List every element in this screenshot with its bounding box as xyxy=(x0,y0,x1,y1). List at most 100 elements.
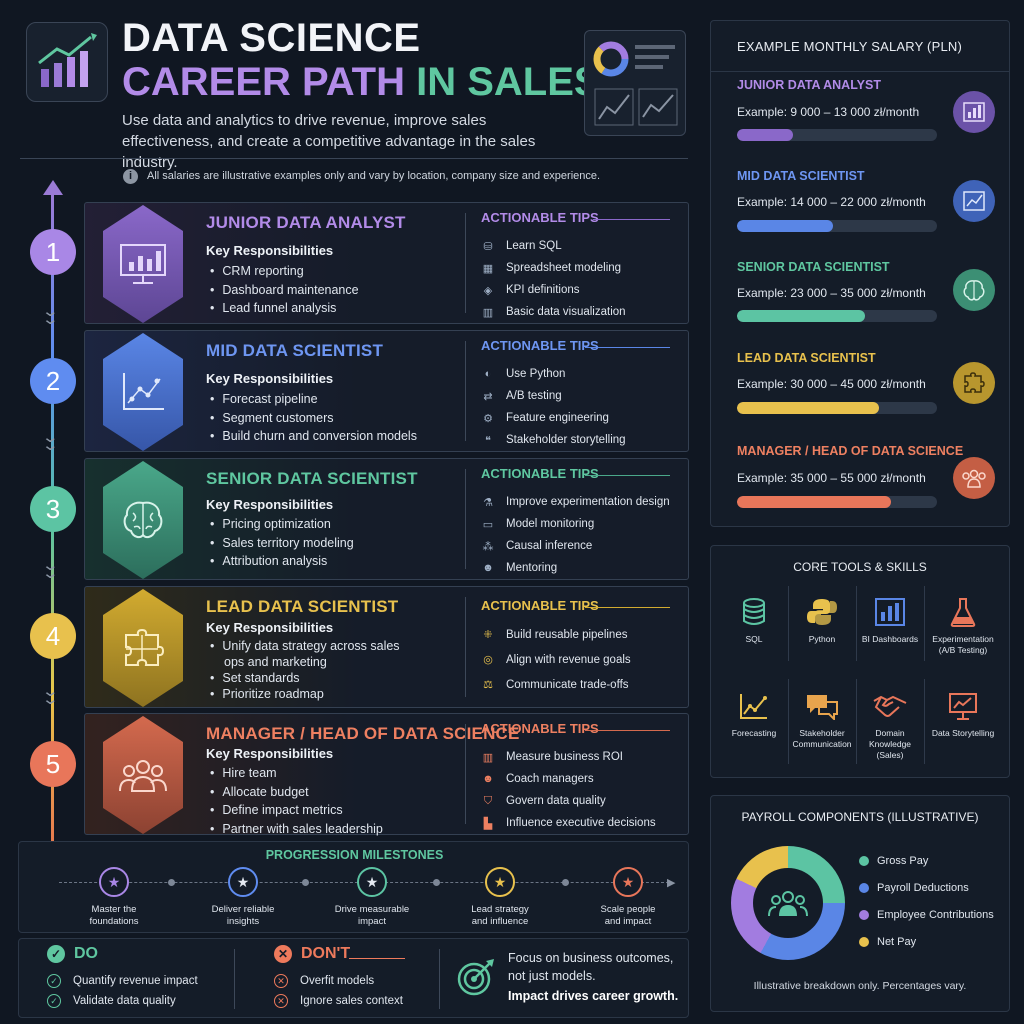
pipeline-icon: ⁜ xyxy=(483,629,493,641)
x-icon: ✕ xyxy=(274,994,288,1008)
stage-title: SENIOR DATA SCIENTIST xyxy=(206,469,418,488)
milestone-dot xyxy=(302,879,309,886)
responsibility-item: Lead funnel analysis xyxy=(210,299,359,318)
legend-swatch xyxy=(859,856,869,866)
tip-item: ▙ Influence executive decisions xyxy=(481,812,656,834)
legend-swatch xyxy=(859,910,869,920)
chevron-down-icon: ⌄ ⌄ xyxy=(41,429,60,454)
tip-item: ▥ Basic data visualization xyxy=(481,301,626,323)
actionable-tips-heading: ACTIONABLE TIPS xyxy=(481,466,599,481)
check-icon: ✓ xyxy=(47,994,61,1008)
scatter-chart-icon xyxy=(103,333,183,451)
stage-title: JUNIOR DATA ANALYST xyxy=(206,213,406,232)
milestone-label: Lead strategy and influence xyxy=(471,904,529,927)
divider xyxy=(234,949,235,1009)
salary-bar xyxy=(737,220,937,232)
tool-forecasting: Forecasting xyxy=(721,688,787,739)
chevron-down-icon: ⌄ ⌄ xyxy=(41,683,60,708)
milestone-dot xyxy=(433,879,440,886)
responsibility-item: Unify data strategy across sales ops and… xyxy=(210,638,400,670)
presentation-icon xyxy=(927,688,999,724)
tip-item: ◎ Align with revenue goals xyxy=(481,647,630,672)
puzzle-icon xyxy=(103,589,183,707)
tip-item: ⛉ Govern data quality xyxy=(481,790,656,812)
milestone-dot xyxy=(168,879,175,886)
grid-divider xyxy=(788,586,789,661)
title-career-path: CAREER PATH xyxy=(122,60,405,104)
logo-chart-icon xyxy=(26,22,108,102)
dashboard-illustration-icon xyxy=(584,30,686,136)
key-responsibilities-label: Key Responsibilities xyxy=(206,497,334,512)
responsibility-item: Allocate budget xyxy=(210,783,383,802)
legend-item: Payroll Deductions xyxy=(859,882,969,894)
tips-list: ⚗ Improve experimentation design ▭ Model m… xyxy=(481,491,670,579)
tip-label: Stakeholder storytelling xyxy=(506,434,626,446)
responsibilities-list: Pricing optimization Sales territory mod… xyxy=(210,515,353,571)
salary-title: EXAMPLE MONTHLY SALARY (PLN) xyxy=(737,39,962,54)
grid-divider xyxy=(924,586,925,661)
legend-item: Net Pay xyxy=(859,936,916,948)
network-icon: ⁂ xyxy=(482,540,494,553)
salary-role: MANAGER / HEAD OF DATA SCIENCE xyxy=(737,444,964,458)
responsibility-item: Partner with sales leadership xyxy=(210,820,383,839)
tip-item: ⚖ Communicate trade-offs xyxy=(481,672,631,697)
grid-divider xyxy=(924,679,925,764)
team-icon xyxy=(753,868,823,938)
brain-icon xyxy=(953,269,995,311)
dont-item: ✕ Overfit models xyxy=(274,974,374,988)
stage-number: 4 xyxy=(30,613,76,659)
salary-role: LEAD DATA SCIENTIST xyxy=(737,351,876,365)
tip-item: ▦ Spreadsheet modeling xyxy=(481,257,626,279)
salary-disclaimer: All salaries are illustrative examples o… xyxy=(147,170,601,182)
stage-number: 3 xyxy=(30,486,76,532)
ab-test-icon: ⇄ xyxy=(483,390,493,403)
stage-card-manager-head: MANAGER / HEAD OF DATA SCIENCE Key Respo… xyxy=(84,713,689,838)
tip-label: Learn SQL xyxy=(506,240,562,252)
salary-value: Example: 30 000 – 45 000 zł/month xyxy=(737,377,926,391)
milestone-label: Master the foundations xyxy=(89,904,139,927)
legend-item: Gross Pay xyxy=(859,855,928,867)
responsibilities-list: Forecast pipeline Segment customers Buil… xyxy=(210,390,417,446)
dont-item: ✕ Ignore sales context xyxy=(274,994,403,1008)
tip-label: Mentoring xyxy=(506,562,558,574)
salary-value: Example: 14 000 – 22 000 zł/month xyxy=(737,195,926,209)
monitor-chart-icon xyxy=(103,205,183,323)
tips-list: ▥ Measure business ROI ☻ Coach managers ⛉ G… xyxy=(481,746,656,834)
star-icon: ★ xyxy=(485,867,515,897)
tool-python: Python xyxy=(789,594,855,645)
shield-icon: ⛉ xyxy=(483,794,493,807)
key-responsibilities-label: Key Responsibilities xyxy=(206,620,334,635)
people-icon: ☻ xyxy=(482,773,494,785)
tip-label: Build reusable pipelines xyxy=(506,628,628,641)
stage-number: 5 xyxy=(30,741,76,787)
divider xyxy=(439,949,440,1009)
salary-role: SENIOR DATA SCIENTIST xyxy=(737,260,890,274)
arrow-right-icon: ▶ xyxy=(667,877,676,889)
grid-divider xyxy=(856,586,857,661)
milestone-label: Drive measurable impact xyxy=(334,904,410,927)
tool-bi-dashboards: BI Dashboards xyxy=(857,594,923,645)
payroll-note: Illustrative breakdown only. Percentages… xyxy=(753,980,967,992)
python-icon: ◐ xyxy=(484,368,492,380)
timeline-arrow-up-icon xyxy=(43,180,63,195)
tip-label: KPI definitions xyxy=(506,284,580,296)
tip-label: Communicate trade-offs xyxy=(506,678,629,691)
tip-item: ☻ Coach managers xyxy=(481,768,656,790)
salary-bar-fill xyxy=(737,310,865,322)
responsibilities-list: Hire team Allocate budget Define impact … xyxy=(210,764,383,838)
actionable-tips-heading: ACTIONABLE TIPS xyxy=(481,721,599,736)
payroll-title: PAYROLL COMPONENTS (ILLUSTRATIVE) xyxy=(741,810,979,824)
responsibility-item: Prioritize roadmap xyxy=(210,686,400,702)
stage-title: MANAGER / HEAD OF DATA SCIENCE xyxy=(206,724,520,743)
brain-icon xyxy=(103,461,183,579)
chevron-down-icon: ⌄ ⌄ xyxy=(41,303,60,328)
tip-item: ⚗ Improve experimentation design xyxy=(481,491,670,513)
tool-experimentation: Experimentation (A/B Testing) xyxy=(927,594,999,656)
tip-label: Model monitoring xyxy=(506,518,595,530)
python-icon xyxy=(789,594,855,630)
tip-label: Govern data quality xyxy=(506,795,606,807)
tip-label: Basic data visualization xyxy=(506,306,626,318)
focus-bold-text: Impact drives career growth. xyxy=(508,989,679,1003)
focus-text: Focus on business outcomes, not just mod… xyxy=(508,951,674,983)
tips-list: ⁜ Build reusable pipelines ◎ Align with re… xyxy=(481,622,631,697)
